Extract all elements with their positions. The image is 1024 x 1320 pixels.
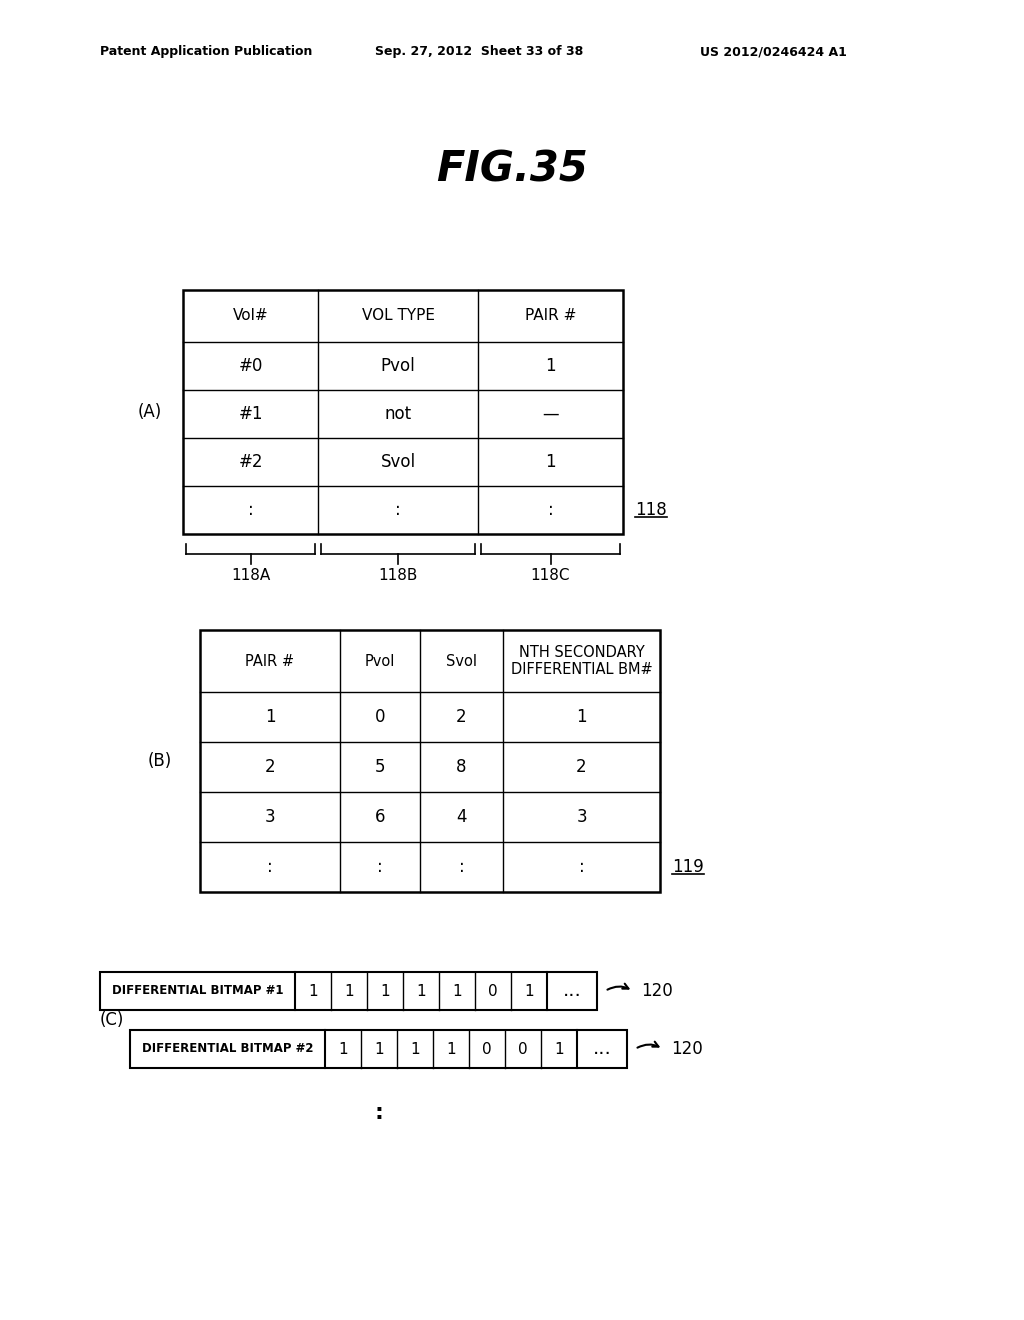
Text: 120: 120 xyxy=(641,982,673,1001)
Text: 119: 119 xyxy=(672,858,703,876)
Text: 0: 0 xyxy=(482,1041,492,1056)
Text: :: : xyxy=(267,858,272,876)
Text: ...: ... xyxy=(593,1040,611,1059)
Bar xyxy=(200,630,660,892)
Text: 0: 0 xyxy=(518,1041,527,1056)
Text: 118C: 118C xyxy=(530,569,570,583)
Bar xyxy=(183,290,623,535)
Text: Vol#: Vol# xyxy=(232,309,268,323)
Text: :: : xyxy=(395,502,400,519)
Text: :: : xyxy=(459,858,464,876)
Text: US 2012/0246424 A1: US 2012/0246424 A1 xyxy=(700,45,847,58)
Text: 1: 1 xyxy=(416,983,426,998)
Text: 1: 1 xyxy=(308,983,317,998)
Text: (B): (B) xyxy=(147,752,172,770)
Text: 2: 2 xyxy=(577,758,587,776)
Text: #2: #2 xyxy=(239,453,263,471)
Text: Pvol: Pvol xyxy=(381,356,416,375)
Text: 118: 118 xyxy=(635,502,667,519)
Text: 120: 120 xyxy=(671,1040,702,1059)
Text: 1: 1 xyxy=(545,356,556,375)
Text: 2: 2 xyxy=(264,758,275,776)
Text: :: : xyxy=(377,858,383,876)
Text: :: : xyxy=(579,858,585,876)
Text: DIFFERENTIAL BITMAP #2: DIFFERENTIAL BITMAP #2 xyxy=(141,1043,313,1056)
Text: :: : xyxy=(374,1104,383,1123)
Text: 1: 1 xyxy=(446,1041,456,1056)
Text: 5: 5 xyxy=(375,758,385,776)
Text: 0: 0 xyxy=(375,708,385,726)
Text: 1: 1 xyxy=(554,1041,564,1056)
Text: 1: 1 xyxy=(344,983,354,998)
Text: 1: 1 xyxy=(338,1041,348,1056)
Text: 1: 1 xyxy=(453,983,462,998)
Text: PAIR #: PAIR # xyxy=(246,653,295,668)
Text: FIG.35: FIG.35 xyxy=(436,149,588,191)
Bar xyxy=(100,972,597,1010)
Text: 6: 6 xyxy=(375,808,385,826)
Text: 1: 1 xyxy=(411,1041,420,1056)
Text: 0: 0 xyxy=(488,983,498,998)
Text: Svol: Svol xyxy=(381,453,416,471)
Text: Sep. 27, 2012  Sheet 33 of 38: Sep. 27, 2012 Sheet 33 of 38 xyxy=(375,45,584,58)
Text: #1: #1 xyxy=(239,405,263,422)
Text: 1: 1 xyxy=(374,1041,384,1056)
Text: NTH SECONDARY
DIFFERENTIAL BM#: NTH SECONDARY DIFFERENTIAL BM# xyxy=(511,644,652,677)
Text: 118B: 118B xyxy=(378,569,418,583)
Text: Pvol: Pvol xyxy=(365,653,395,668)
Text: :: : xyxy=(248,502,253,519)
Bar xyxy=(130,1030,627,1068)
Text: ...: ... xyxy=(562,982,582,1001)
Text: 4: 4 xyxy=(457,808,467,826)
Text: 118A: 118A xyxy=(230,569,270,583)
Text: —: — xyxy=(542,405,559,422)
Text: (A): (A) xyxy=(138,403,162,421)
Text: 1: 1 xyxy=(545,453,556,471)
Text: 3: 3 xyxy=(264,808,275,826)
Text: Svol: Svol xyxy=(446,653,477,668)
Text: 3: 3 xyxy=(577,808,587,826)
Text: 1: 1 xyxy=(264,708,275,726)
Text: 1: 1 xyxy=(524,983,534,998)
Text: Patent Application Publication: Patent Application Publication xyxy=(100,45,312,58)
Text: not: not xyxy=(384,405,412,422)
Text: 1: 1 xyxy=(577,708,587,726)
Text: #0: #0 xyxy=(239,356,263,375)
Text: VOL TYPE: VOL TYPE xyxy=(361,309,434,323)
Text: :: : xyxy=(548,502,553,519)
Text: 8: 8 xyxy=(457,758,467,776)
Text: (C): (C) xyxy=(99,1011,124,1030)
Text: 1: 1 xyxy=(380,983,390,998)
Text: DIFFERENTIAL BITMAP #1: DIFFERENTIAL BITMAP #1 xyxy=(112,985,284,998)
Text: 2: 2 xyxy=(456,708,467,726)
Text: PAIR #: PAIR # xyxy=(525,309,577,323)
